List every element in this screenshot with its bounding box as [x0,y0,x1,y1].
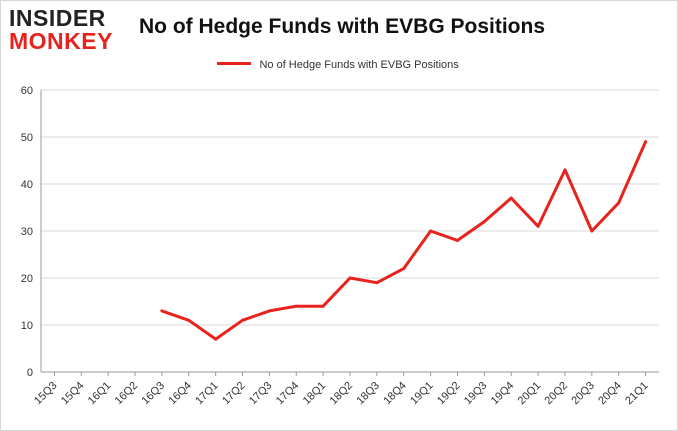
data-point-17Q2 [241,318,245,322]
x-tick-label-18Q3: 18Q3 [354,380,382,408]
y-tick-label-50: 50 [21,132,33,144]
x-tick-label-18Q2: 18Q2 [328,380,356,408]
data-point-20Q2 [563,168,567,172]
x-tick-label-20Q1: 20Q1 [516,380,544,408]
x-tick-label-20Q2: 20Q2 [543,380,571,408]
data-point-18Q4 [402,267,406,271]
y-tick-label-60: 60 [21,85,33,97]
data-point-21Q1 [644,140,648,144]
chart-legend: No of Hedge Funds with EVBG Positions [217,56,459,71]
data-point-18Q1 [321,304,325,308]
x-tick-label-19Q2: 19Q2 [435,380,463,408]
x-tick-label-21Q1: 21Q1 [623,380,651,408]
data-point-19Q1 [429,229,433,233]
data-point-17Q1 [214,337,218,341]
data-point-18Q3 [375,281,379,285]
y-tick-label-30: 30 [21,226,33,238]
data-point-19Q3 [482,220,486,224]
x-tick-label-15Q4: 15Q4 [59,380,87,408]
axes [40,90,659,376]
x-tick-label-19Q3: 19Q3 [462,380,490,408]
data-point-20Q1 [536,224,540,228]
x-tick-label-20Q4: 20Q4 [596,380,624,408]
series-lines [160,140,648,341]
x-tick-label-17Q2: 17Q2 [220,380,248,408]
x-tick-label-16Q2: 16Q2 [113,380,141,408]
data-point-20Q4 [617,201,621,205]
x-tick-labels: 15Q3 15Q4 16Q1 16Q2 16Q3 16Q4 17Q1 17Q2 17Q3 17Q4… [32,380,651,408]
gridlines [41,89,659,326]
logo-line-monkey: MONKEY [9,28,113,54]
x-tick-label-18Q4: 18Q4 [381,380,409,408]
y-tick-label-10: 10 [21,320,33,332]
logo-line-insider: INSIDER [9,5,106,31]
x-tick-label-16Q1: 16Q1 [86,380,114,408]
x-tick-label-17Q4: 17Q4 [274,380,302,408]
insider-monkey-logo: INSIDER MONKEY [9,7,127,53]
x-tick-label-19Q4: 19Q4 [489,380,517,408]
data-point-16Q3 [160,309,164,313]
data-point-17Q3 [267,309,271,313]
x-tick-label-16Q3: 16Q3 [140,380,168,408]
x-tick-label-19Q1: 19Q1 [408,380,436,408]
data-point-19Q2 [455,238,459,242]
x-tick-label-17Q3: 17Q3 [247,380,275,408]
chart-title: No of Hedge Funds with EVBG Positions [139,15,546,38]
x-tick-label-16Q4: 16Q4 [166,380,194,408]
x-tick-label-18Q1: 18Q1 [301,380,329,408]
x-tick-label-17Q1: 17Q1 [193,380,221,408]
data-point-19Q4 [509,196,513,200]
data-point-16Q4 [187,318,191,322]
x-tick-label-20Q3: 20Q3 [569,380,597,408]
data-point-17Q4 [294,304,298,308]
y-tick-label-40: 40 [21,179,33,191]
y-tick-label-0: 0 [27,367,33,379]
data-point-18Q2 [348,276,352,280]
x-tick-label-15Q3: 15Q3 [32,380,60,408]
legend-label: No of Hedge Funds with EVBG Positions [259,58,459,71]
series-line-0 [160,140,648,341]
legend-swatch [217,62,251,66]
y-tick-labels: 0 10 20 30 40 50 60 [21,85,33,379]
y-tick-label-20: 20 [21,273,33,285]
data-point-20Q3 [590,229,594,233]
